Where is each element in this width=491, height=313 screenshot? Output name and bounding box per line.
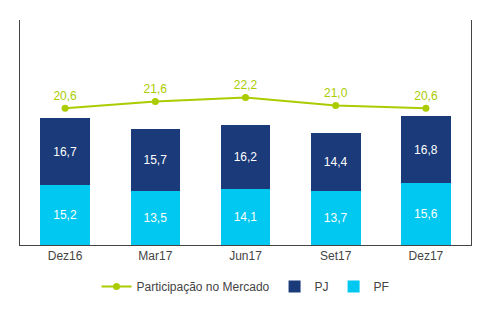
- svg-text:Jun17: Jun17: [229, 249, 262, 263]
- svg-text:Set17: Set17: [320, 249, 352, 263]
- svg-text:16,7: 16,7: [53, 145, 77, 159]
- svg-text:14,4: 14,4: [324, 155, 348, 169]
- svg-text:Mar17: Mar17: [138, 249, 172, 263]
- svg-text:13,5: 13,5: [143, 211, 167, 225]
- svg-text:16,8: 16,8: [414, 143, 438, 157]
- svg-text:15,2: 15,2: [53, 208, 77, 222]
- svg-text:21,0: 21,0: [324, 86, 348, 100]
- svg-text:Participação no Mercado: Participação no Mercado: [137, 280, 270, 294]
- svg-text:21,6: 21,6: [144, 82, 168, 96]
- svg-text:14,1: 14,1: [234, 210, 258, 224]
- svg-text:Dez17: Dez17: [409, 249, 444, 263]
- svg-text:16,2: 16,2: [234, 150, 258, 164]
- svg-text:Dez16: Dez16: [48, 249, 83, 263]
- svg-text:22,2: 22,2: [234, 78, 258, 92]
- svg-text:20,6: 20,6: [53, 89, 77, 103]
- svg-text:PF: PF: [374, 280, 389, 294]
- svg-text:15,6: 15,6: [414, 207, 438, 221]
- svg-text:13,7: 13,7: [324, 211, 348, 225]
- svg-text:PJ: PJ: [315, 280, 329, 294]
- svg-text:15,7: 15,7: [143, 153, 167, 167]
- svg-text:20,6: 20,6: [414, 89, 438, 103]
